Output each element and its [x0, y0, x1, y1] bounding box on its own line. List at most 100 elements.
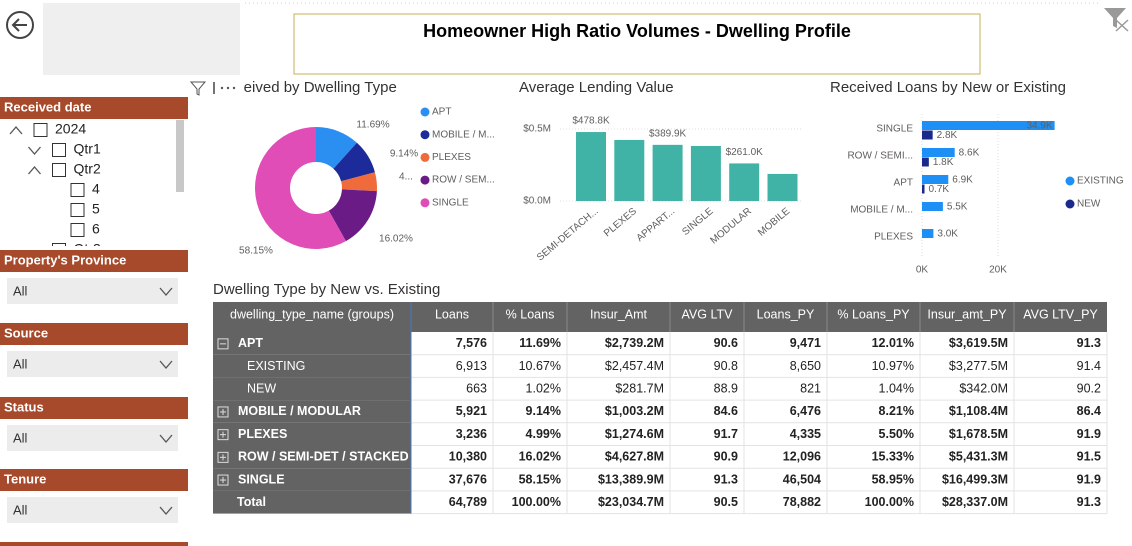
- data-label: 8.6K: [959, 148, 980, 159]
- collapse-icon[interactable]: [217, 338, 229, 350]
- data-label: $389.9K: [649, 128, 687, 139]
- x-tick-label: 0K: [916, 265, 929, 276]
- pie-slice: [316, 127, 357, 169]
- x-tick-label: MOBILE: [756, 206, 792, 239]
- tree-item: 5: [92, 201, 100, 217]
- cell: 90.8: [714, 359, 738, 373]
- expand-icon[interactable]: [217, 474, 229, 486]
- dropdown[interactable]: [7, 497, 178, 523]
- slicer-header: [0, 97, 188, 119]
- expand-icon[interactable]: [217, 406, 229, 418]
- expand-caret[interactable]: [159, 287, 173, 296]
- cell: $342.0M: [959, 382, 1008, 396]
- checkbox[interactable]: [70, 183, 85, 197]
- expand-caret[interactable]: [159, 360, 173, 369]
- data-label: 58.15%: [239, 246, 273, 257]
- checkbox[interactable]: [52, 163, 66, 177]
- row-header-cell: [213, 332, 411, 355]
- tree-item: 2024: [55, 121, 86, 137]
- row-header-cell: [213, 490, 411, 514]
- more-icon[interactable]: [220, 86, 224, 90]
- dropdown-value: All: [13, 430, 28, 445]
- checkbox[interactable]: [52, 143, 66, 157]
- column-header: Insur_amt_PY: [927, 307, 1007, 321]
- pie-slice: [341, 172, 377, 192]
- bar: [922, 175, 949, 184]
- cell: 46,504: [783, 472, 821, 486]
- filter-icon[interactable]: [189, 81, 207, 96]
- checkbox[interactable]: [70, 223, 85, 237]
- legend-marker: [1065, 199, 1075, 209]
- cell: 9,471: [790, 336, 821, 350]
- cell: 91.3: [1077, 495, 1101, 509]
- row-header-cell: [213, 445, 411, 469]
- tree-item: Qtr3: [74, 241, 101, 257]
- dropdown-value: All: [13, 502, 28, 517]
- table-title: Dwelling Type by New vs. Existing: [213, 281, 440, 298]
- matrix-table: dwelling_type_name (groups) Loans % Loans I…: [213, 302, 1108, 515]
- data-label: 4...: [399, 172, 413, 183]
- collapse-caret[interactable]: [28, 166, 41, 175]
- bar: [767, 173, 798, 201]
- expand-caret[interactable]: [159, 506, 173, 515]
- bar: [922, 148, 955, 157]
- more-icon[interactable]: [232, 86, 236, 90]
- cell: $5,431.3M: [949, 450, 1008, 464]
- scrollbar[interactable]: [176, 120, 184, 192]
- cell: 7,576: [456, 336, 487, 350]
- row-label: APT: [238, 336, 263, 350]
- cell: 91.9: [1077, 427, 1101, 441]
- data-label: 16.02%: [379, 234, 413, 245]
- clear-filters-icon[interactable]: [1104, 8, 1129, 32]
- legend-label: APT: [432, 107, 451, 118]
- dropdown[interactable]: [7, 425, 178, 451]
- slicer-header: [0, 323, 188, 345]
- collapse-caret[interactable]: [9, 126, 23, 135]
- cell: 6,476: [790, 404, 821, 418]
- checkbox[interactable]: [33, 123, 48, 137]
- table-header-bg: [213, 302, 1107, 332]
- bar: [922, 121, 1055, 130]
- expand-icon[interactable]: [217, 429, 229, 441]
- expand-icon[interactable]: [217, 451, 229, 463]
- cell: 821: [800, 382, 821, 396]
- column-header: Loans: [435, 307, 469, 321]
- row-label: SINGLE: [238, 472, 285, 486]
- cell: 37,676: [449, 472, 487, 486]
- column-header: dwelling_type_name (groups): [230, 307, 394, 321]
- slicer-header: [0, 542, 188, 546]
- y-tick-label: MOBILE / M...: [850, 205, 913, 216]
- checkbox[interactable]: [70, 203, 85, 217]
- cell: 5,921: [456, 404, 487, 418]
- row-label: Total: [237, 495, 266, 509]
- pie-slice: [333, 142, 375, 182]
- dropdown[interactable]: [7, 278, 178, 304]
- expand-caret[interactable]: [159, 434, 173, 443]
- cell: 90.6: [714, 336, 738, 350]
- checkbox[interactable]: [52, 243, 66, 257]
- more-icon[interactable]: [226, 86, 230, 90]
- slicer-title: Property's Province: [4, 252, 126, 267]
- slicer-header: [0, 250, 188, 272]
- column-header: % Loans: [506, 307, 555, 321]
- cell: 91.3: [1077, 336, 1101, 350]
- chart-title: Received Loans by New or Existing: [830, 79, 1066, 96]
- legend-marker: [420, 198, 430, 208]
- logo-placeholder: [43, 3, 240, 75]
- row-label: NEW: [247, 382, 276, 396]
- dropdown-value: All: [13, 283, 28, 298]
- bar: [576, 132, 606, 201]
- cell: 86.4: [1077, 404, 1101, 418]
- expand-caret[interactable]: [28, 146, 41, 155]
- dropdown[interactable]: [7, 351, 178, 377]
- x-tick-label: APPART...: [635, 206, 678, 244]
- back-button[interactable]: [6, 11, 34, 39]
- legend-label: SINGLE: [432, 197, 469, 208]
- cell: 91.9: [1077, 472, 1101, 486]
- cell: $3,619.5M: [949, 336, 1008, 350]
- legend-marker: [420, 152, 430, 162]
- title-box: [293, 13, 981, 75]
- cell: 10.67%: [519, 359, 561, 373]
